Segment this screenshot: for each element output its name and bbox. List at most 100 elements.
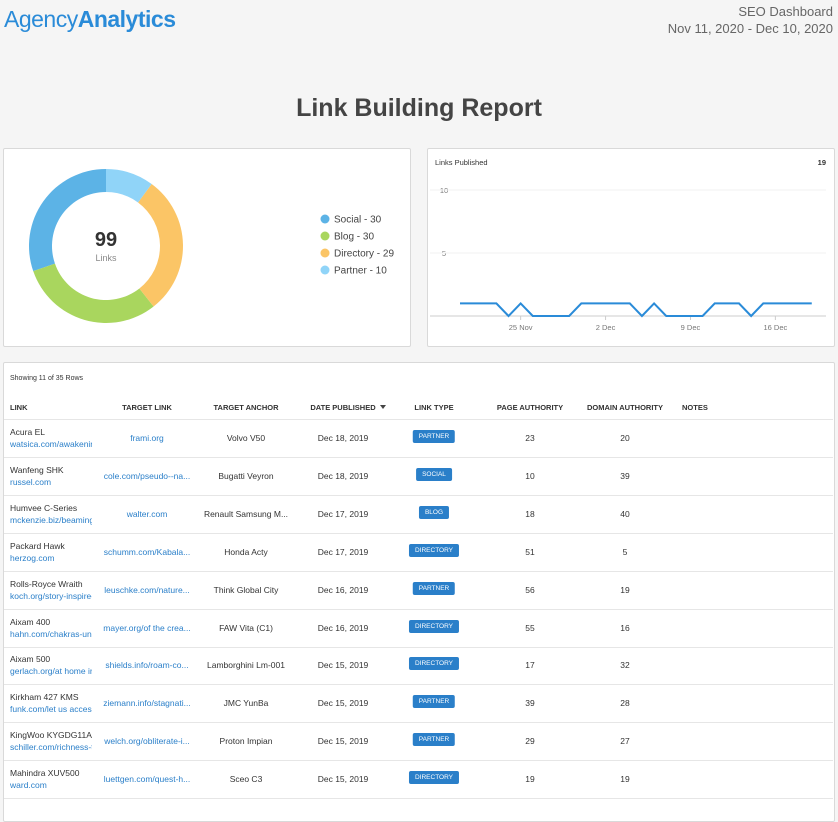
target-anchor: JMC YunBa	[223, 698, 269, 709]
page-authority: 10	[525, 470, 535, 481]
column-header: DOMAIN AUTHORITY	[587, 403, 663, 412]
target-anchor: Bugatti Veyron	[218, 470, 274, 481]
link-name: Humvee C-Series	[10, 502, 78, 513]
date-published: Dec 17, 2019	[317, 508, 369, 519]
target-link: luettgen.com/quest-h...	[103, 774, 191, 785]
date-published: Dec 16, 2019	[317, 622, 369, 633]
target-anchor: Think Global City	[213, 584, 279, 595]
row-divider	[4, 798, 833, 800]
link-url: gerlach.org/at home in t	[10, 666, 92, 677]
date-published: Dec 16, 2019	[317, 584, 369, 595]
domain-authority: 16	[620, 622, 630, 633]
column-header: TARGET ANCHOR	[213, 403, 279, 412]
column-header: DATE PUBLISHED	[310, 403, 376, 412]
charts: Social - 30 Blog - 30 Directory - 29 Partne…	[28, 158, 826, 332]
x-tick-label: 25 Nov	[509, 323, 533, 332]
link-name: Kirkham 427 KMS	[10, 692, 79, 703]
donut-segment	[33, 263, 154, 323]
link-type-badge: DIRECTORY	[408, 619, 460, 633]
link-name: KingWoo KYGDG11A	[10, 730, 92, 741]
column-header: LINK	[10, 403, 28, 412]
link-type-badge: DIRECTORY	[408, 657, 460, 671]
date-range: Nov 11, 2020 - Dec 10, 2020	[667, 21, 833, 36]
donut-label: Links	[95, 253, 117, 263]
page-authority: 29	[525, 736, 535, 747]
date-published: Dec 18, 2019	[317, 470, 369, 481]
dashboard-name: SEO Dashboard	[738, 4, 833, 19]
link-type-badge: PARTNER	[412, 581, 456, 595]
row-divider	[4, 646, 833, 648]
link-url: funk.com/let us access-	[10, 704, 92, 715]
logo[interactable]: AgencyAnalytics	[4, 6, 176, 33]
link-type-badge: BLOG	[418, 505, 450, 519]
x-tick-label: 16 Dec	[763, 323, 787, 332]
link-type-badge: PARTNER	[412, 695, 456, 709]
domain-authority: 40	[620, 508, 630, 519]
page-authority: 39	[525, 698, 535, 709]
sort-arrow-shape	[380, 405, 386, 409]
row-divider	[4, 608, 833, 610]
report-title: Link Building Report	[296, 94, 542, 122]
link-name: Aixam 500	[10, 654, 51, 665]
target-link: mayer.org/of the crea...	[103, 622, 191, 633]
row-divider	[4, 722, 833, 724]
legend-swatch	[320, 248, 330, 258]
column-header: PAGE AUTHORITY	[496, 403, 564, 412]
row-divider	[4, 494, 833, 496]
target-link: cole.com/pseudo--na...	[103, 470, 191, 481]
target-link: frami.org	[130, 433, 164, 443]
x-tick-label: 9 Dec	[681, 323, 701, 332]
target-anchor: FAW Vita (C1)	[219, 622, 273, 633]
date-published: Dec 15, 2019	[317, 736, 369, 747]
line-card	[427, 148, 835, 347]
link-type-badge: DIRECTORY	[408, 771, 460, 785]
page-authority: 55	[525, 622, 535, 633]
link-type-badge: SOCIAL	[416, 467, 452, 481]
legend-label: Directory - 29	[334, 249, 394, 260]
link-type-badge: DIRECTORY	[408, 543, 460, 557]
domain-authority: 20	[620, 433, 630, 443]
link-name: Packard Hawk	[10, 540, 65, 551]
row-divider	[4, 760, 833, 762]
link-name: Acura EL	[10, 427, 45, 437]
column-header: NOTES	[682, 403, 708, 412]
donut-segment	[28, 169, 106, 272]
page-authority: 23	[525, 433, 535, 443]
link-url: mckenzie.biz/beaming	[10, 514, 92, 525]
link-url: russel.com	[10, 476, 52, 487]
link-name: Mahindra XUV500	[10, 768, 80, 779]
row-divider	[4, 570, 833, 572]
domain-authority: 19	[620, 774, 630, 785]
domain-authority: 5	[622, 546, 628, 557]
legend-label: Blog - 30	[334, 232, 374, 243]
date-published: Dec 15, 2019	[317, 698, 369, 709]
donut-segment	[138, 183, 184, 307]
chart-title: Links Published	[435, 158, 488, 167]
table-caption: Showing 11 of 35 Rows	[10, 375, 84, 382]
row-divider	[4, 532, 833, 534]
domain-authority: 27	[620, 736, 630, 747]
domain-authority: 39	[620, 470, 630, 481]
sort-arrow[interactable]	[380, 405, 386, 410]
target-anchor: Volvo V50	[226, 433, 266, 443]
link-name: Rolls-Royce Wraith	[10, 578, 83, 589]
page-authority: 51	[525, 546, 535, 557]
link-url: herzog.com	[10, 552, 55, 563]
target-link: shields.info/roam-co...	[105, 660, 189, 671]
date-published: Dec 17, 2019	[317, 546, 369, 557]
column-header: TARGET LINK	[122, 403, 172, 412]
target-anchor: Honda Acty	[224, 546, 268, 557]
logo-text: Agency	[4, 6, 78, 32]
link-url: hahn.com/chakras-unify	[10, 628, 92, 639]
target-link: ziemann.info/stagnati...	[103, 698, 191, 709]
x-tick-label: 2 Dec	[596, 323, 616, 332]
column-header: LINK TYPE	[414, 403, 454, 412]
link-type-badge: PARTNER	[412, 733, 456, 747]
link-url: koch.org/story-inspire-m	[10, 590, 92, 601]
legend-swatch	[320, 231, 330, 241]
link-type-badge: PARTNER	[412, 430, 456, 443]
line	[460, 301, 812, 318]
donut-total: 99	[95, 229, 117, 251]
donut-segment	[106, 169, 152, 203]
legend-label: Partner - 10	[334, 266, 387, 277]
